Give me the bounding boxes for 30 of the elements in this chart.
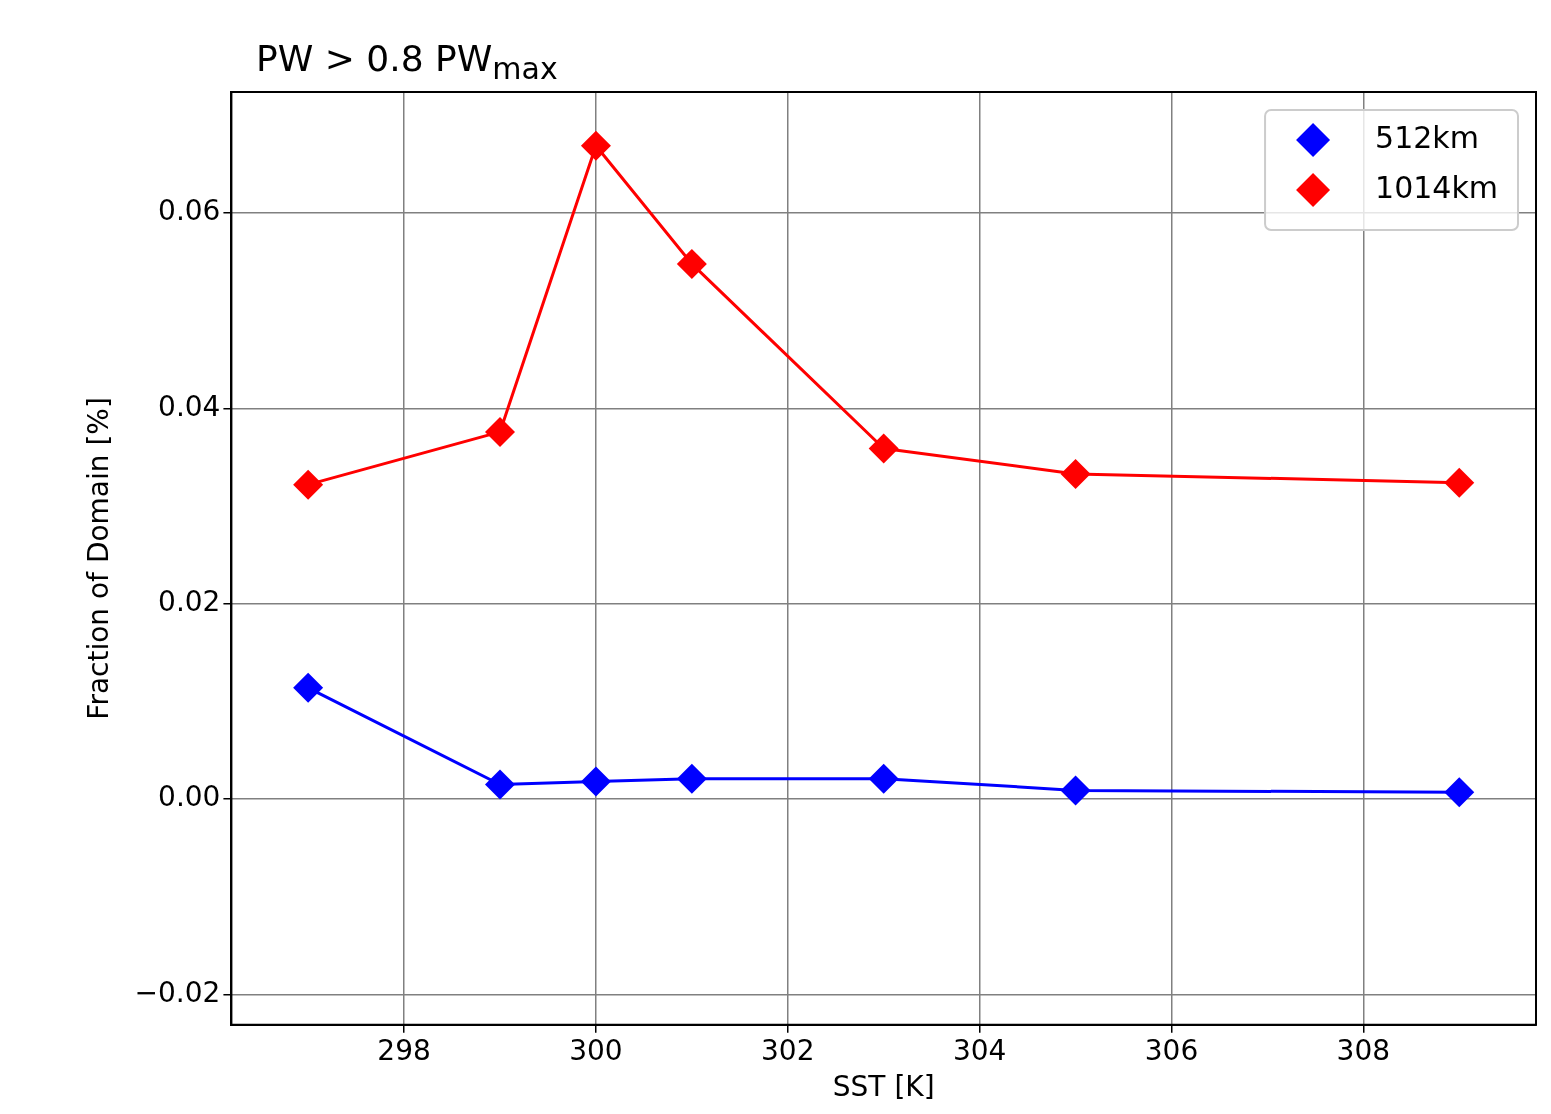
x-tick-label: 298 <box>377 1033 431 1067</box>
point <box>1444 777 1475 808</box>
y-tick-label: 0.06 <box>158 194 221 228</box>
point <box>676 763 707 794</box>
x-tick-label: 302 <box>761 1033 815 1067</box>
chart-title: PW > 0.8 PW$_{max}$ <box>256 38 558 87</box>
legend-label: 512km <box>1375 119 1479 155</box>
point <box>293 672 324 703</box>
point <box>1060 775 1091 806</box>
y-tick-label: 0.02 <box>158 585 221 619</box>
point <box>485 416 515 447</box>
point <box>1444 467 1475 498</box>
y-tick-label: −0.02 <box>134 975 221 1009</box>
y-tick-label: 0.00 <box>158 780 221 814</box>
point <box>676 248 707 279</box>
point <box>868 433 899 464</box>
x-tick-label: 306 <box>1144 1033 1199 1067</box>
x-tick-label: 300 <box>569 1033 623 1067</box>
point <box>1060 458 1091 489</box>
legend-label: 1014km <box>1375 169 1499 205</box>
point <box>485 769 515 800</box>
x-axis-title: SST [K] <box>832 1070 935 1104</box>
x-tick-label: 304 <box>952 1033 1007 1067</box>
x-tick-label: 308 <box>1336 1033 1391 1067</box>
point <box>580 766 611 797</box>
y-axis-title: Fraction of Domain [%] <box>82 397 116 720</box>
point <box>868 763 899 794</box>
point <box>293 469 324 500</box>
point <box>580 130 611 161</box>
y-tick-label: 0.04 <box>158 389 221 423</box>
